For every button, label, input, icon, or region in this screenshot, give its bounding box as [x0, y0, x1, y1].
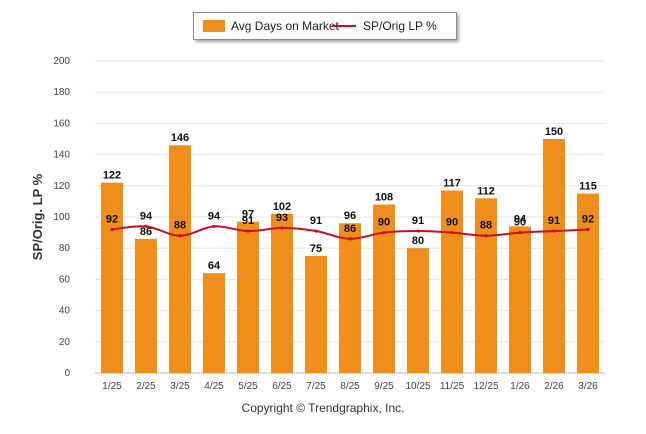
bar-value-label: 96 [344, 210, 356, 222]
bar-value-label: 75 [310, 243, 322, 255]
x-tick-label: 8/25 [340, 381, 360, 392]
line-point [212, 224, 216, 228]
line-point [484, 234, 488, 238]
line-value-label: 90 [514, 217, 526, 229]
line-value-label: 91 [242, 215, 254, 227]
line-value-label: 94 [140, 210, 153, 222]
bar [475, 198, 497, 373]
bar-value-label: 115 [579, 181, 597, 193]
x-tick-label: 9/25 [374, 381, 394, 392]
bar-value-label: 146 [171, 132, 189, 144]
x-tick-label: 4/25 [204, 381, 224, 392]
bar [543, 139, 565, 373]
y-tick-label: 120 [53, 181, 70, 192]
bar [373, 204, 395, 373]
line-point [144, 224, 148, 228]
line-point [586, 227, 590, 232]
bar [237, 221, 259, 373]
y-tick-label: 180 [53, 87, 70, 98]
x-tick-label: 5/25 [238, 381, 258, 392]
bar-value-label: 86 [140, 226, 152, 238]
bar [203, 273, 225, 373]
x-tick-label: 6/25 [272, 381, 292, 392]
y-axis-title: SP/Orig. LP % [30, 173, 45, 260]
x-tick-label: 12/25 [473, 381, 498, 392]
line-point [382, 231, 386, 235]
x-tick-label: 2/25 [136, 381, 156, 392]
y-tick-label: 140 [53, 150, 70, 161]
legend-bar-swatch [203, 20, 225, 32]
line-value-label: 88 [480, 220, 492, 232]
line-point [246, 229, 250, 233]
bar-value-label: 117 [443, 177, 461, 189]
bar-value-label: 80 [412, 235, 424, 247]
bar [339, 223, 361, 373]
line-value-label: 93 [276, 212, 288, 224]
bar-value-label: 102 [273, 201, 291, 213]
bar [441, 190, 463, 373]
x-tick-label: 11/25 [440, 381, 465, 392]
line-value-label: 90 [446, 217, 458, 229]
legend-bar-label: Avg Days on Market [231, 19, 339, 33]
bar-value-label: 150 [545, 126, 563, 138]
x-tick-label: 1/26 [510, 381, 530, 392]
bar [509, 226, 531, 373]
x-tick-label: 2/26 [544, 381, 564, 392]
line-value-label: 91 [548, 215, 560, 227]
line-point [450, 231, 454, 235]
bar-value-label: 122 [103, 170, 121, 182]
line-point [518, 231, 522, 235]
bar-value-label: 97 [242, 209, 254, 221]
line-value-label: 91 [412, 215, 424, 227]
bar-value-label: 112 [477, 185, 495, 197]
line-point [178, 234, 182, 238]
line-point [280, 226, 284, 230]
legend-line-swatch [332, 25, 356, 27]
line-value-label: 92 [106, 213, 118, 225]
line-value-label: 94 [208, 210, 221, 222]
bar [101, 182, 123, 373]
bar [169, 145, 191, 373]
bar-value-label: 64 [208, 260, 221, 272]
x-tick-label: 7/25 [306, 381, 326, 392]
line-point [552, 229, 556, 233]
x-tick-label: 3/25 [170, 381, 190, 392]
y-tick-label: 160 [53, 118, 70, 129]
line-point [314, 229, 318, 233]
y-tick-label: 200 [53, 56, 70, 67]
y-tick-label: 20 [59, 337, 71, 348]
line-value-label: 88 [174, 220, 186, 232]
y-tick-label: 80 [59, 243, 71, 254]
line-point [416, 229, 420, 233]
bar-value-label: 94 [514, 213, 527, 225]
bar [305, 256, 327, 373]
y-tick-label: 60 [59, 274, 71, 285]
x-tick-label: 10/25 [405, 381, 430, 392]
line-value-label: 92 [582, 213, 594, 225]
y-tick-label: 100 [53, 212, 70, 223]
bar [577, 193, 599, 373]
line-point [110, 227, 114, 232]
bar [271, 213, 293, 373]
x-tick-label: 1/25 [102, 381, 122, 392]
bar [135, 238, 157, 373]
bar-value-label: 108 [375, 192, 393, 204]
y-tick-label: 0 [64, 368, 70, 379]
x-tick-label: 3/26 [578, 381, 598, 392]
y-tick-label: 40 [59, 306, 71, 317]
line-value-label: 86 [344, 223, 356, 235]
bar [407, 248, 429, 373]
line-point [348, 237, 352, 241]
legend-line-label: SP/Orig LP % [363, 19, 437, 33]
line-value-label: 90 [378, 217, 390, 229]
line-value-label: 91 [310, 215, 322, 227]
copyright-footer: Copyright © Trendgraphix, Inc. [241, 401, 405, 415]
legend: Avg Days on Market SP/Orig LP % [193, 12, 457, 40]
